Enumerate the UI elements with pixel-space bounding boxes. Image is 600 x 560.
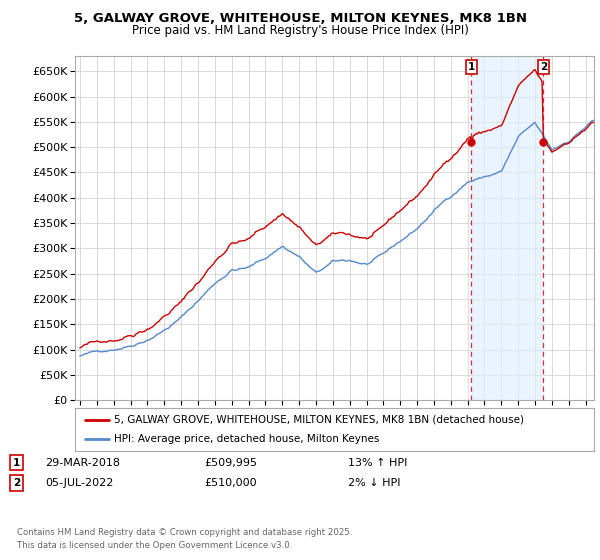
- Text: 2: 2: [13, 478, 20, 488]
- Text: 1: 1: [13, 458, 20, 468]
- Text: Price paid vs. HM Land Registry's House Price Index (HPI): Price paid vs. HM Land Registry's House …: [131, 24, 469, 37]
- Text: £510,000: £510,000: [204, 478, 257, 488]
- Text: 1: 1: [468, 62, 475, 72]
- Text: 05-JUL-2022: 05-JUL-2022: [45, 478, 113, 488]
- Text: 29-MAR-2018: 29-MAR-2018: [45, 458, 120, 468]
- Text: 5, GALWAY GROVE, WHITEHOUSE, MILTON KEYNES, MK8 1BN: 5, GALWAY GROVE, WHITEHOUSE, MILTON KEYN…: [74, 12, 527, 25]
- Text: 2: 2: [540, 62, 547, 72]
- Text: 5, GALWAY GROVE, WHITEHOUSE, MILTON KEYNES, MK8 1BN (detached house): 5, GALWAY GROVE, WHITEHOUSE, MILTON KEYN…: [114, 415, 524, 424]
- Text: HPI: Average price, detached house, Milton Keynes: HPI: Average price, detached house, Milt…: [114, 435, 379, 444]
- Text: 2% ↓ HPI: 2% ↓ HPI: [348, 478, 401, 488]
- Text: £509,995: £509,995: [204, 458, 257, 468]
- Text: 13% ↑ HPI: 13% ↑ HPI: [348, 458, 407, 468]
- Text: Contains HM Land Registry data © Crown copyright and database right 2025.
This d: Contains HM Land Registry data © Crown c…: [17, 529, 352, 550]
